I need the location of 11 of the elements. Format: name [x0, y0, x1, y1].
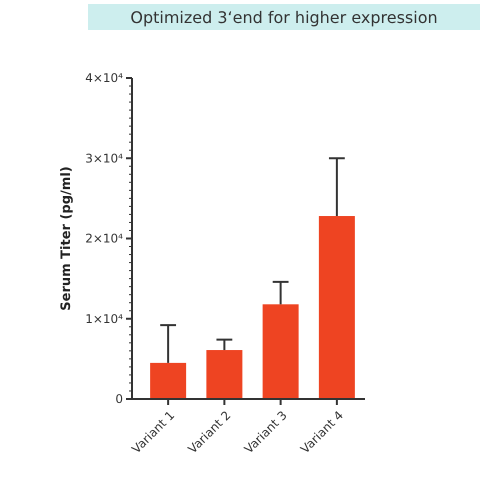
y-tick-label: 0: [115, 392, 123, 406]
y-tick-label: 2×10⁴: [85, 232, 124, 246]
bar: [150, 362, 186, 399]
bar: [262, 304, 299, 399]
y-tick-label: 4×10⁴: [85, 71, 124, 86]
y-axis-title: Serum Titer (pg/ml): [59, 166, 74, 311]
bar: [318, 216, 355, 399]
bar: [206, 350, 242, 399]
y-tick-label: 3×10⁴: [85, 151, 124, 166]
y-tick-label: 1×10⁴: [85, 312, 124, 326]
chart-title: Optimized 3‘end for higher expression: [130, 8, 438, 27]
